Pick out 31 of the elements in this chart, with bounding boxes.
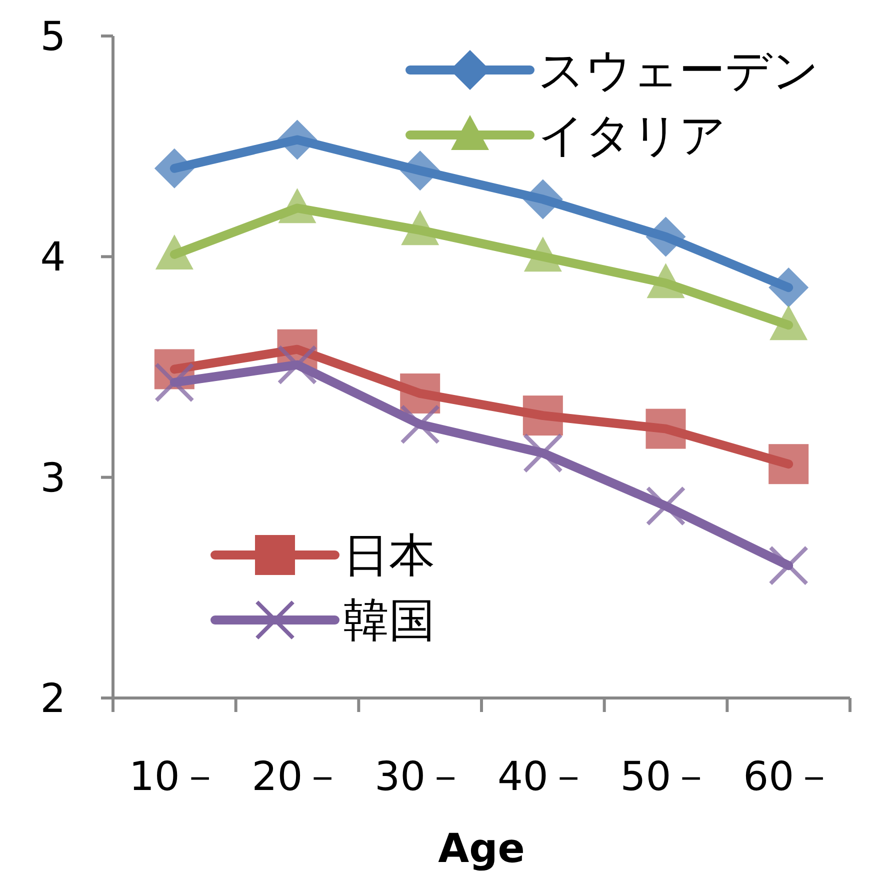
x-axis-title: Age (438, 826, 525, 872)
x-tick-label: 20－ (252, 754, 343, 800)
point (277, 344, 318, 385)
point (646, 216, 686, 257)
legend-label: イタリア (538, 108, 726, 162)
point (768, 268, 809, 308)
point (522, 433, 563, 474)
y-tick-label: 3 (40, 455, 66, 502)
y-tick-label: 4 (40, 234, 66, 281)
point (522, 396, 563, 436)
y-tick-label: 5 (40, 14, 66, 60)
point (400, 404, 440, 444)
legend-label: 韓国 (343, 593, 435, 647)
point (646, 408, 686, 449)
point (154, 362, 194, 402)
y-tick-label: 2 (40, 676, 66, 722)
point (646, 486, 686, 526)
x-tick-label: 40－ (497, 754, 588, 800)
x-tick-label: 50－ (620, 754, 712, 800)
point (400, 150, 440, 191)
point (277, 120, 318, 160)
x-tick-label: 60－ (743, 754, 834, 800)
x-tick-label: 10－ (128, 754, 220, 800)
legend-label: 日本 (343, 528, 435, 582)
point (768, 444, 809, 484)
point (400, 373, 440, 414)
point (154, 148, 194, 188)
point (768, 546, 809, 586)
point (522, 179, 563, 220)
legend-label: スウェーデン (538, 43, 819, 97)
x-tick-label: 30－ (374, 754, 466, 800)
